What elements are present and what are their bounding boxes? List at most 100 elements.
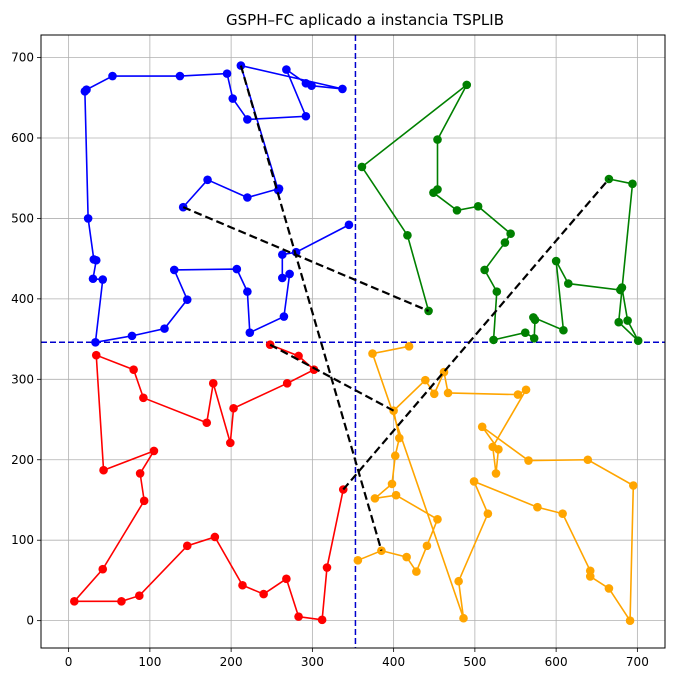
tour-point [135, 591, 144, 601]
tour-point [395, 433, 404, 443]
tour-point [489, 335, 498, 345]
tour-point [307, 81, 316, 90]
tour-point [259, 589, 268, 599]
tour-point [629, 481, 638, 490]
tour-point [521, 385, 531, 395]
x-tick-label: 0 [65, 655, 73, 669]
connector-line [182, 206, 429, 312]
tour-point [282, 379, 292, 388]
tour-point [559, 325, 568, 335]
tour-point [529, 333, 539, 343]
tour-line [72, 343, 345, 621]
tour-point [229, 403, 238, 413]
tour-point [391, 490, 401, 500]
tour-point [357, 162, 367, 172]
tour-point [520, 328, 530, 337]
tour-point [243, 115, 252, 124]
tour-point [524, 456, 533, 465]
y-tick-label: 0 [26, 614, 34, 628]
tour-point [625, 616, 635, 625]
tour-point [89, 255, 99, 264]
tour-point [108, 71, 117, 81]
tour-point [175, 71, 185, 81]
x-tick-label: 700 [626, 655, 649, 669]
tour-point [585, 566, 595, 576]
tour-point [353, 556, 363, 565]
x-tick-label: 100 [138, 655, 161, 669]
tour-point [91, 350, 101, 360]
tour-point [238, 580, 247, 590]
tour-series [70, 61, 643, 625]
y-tick-label: 700 [11, 51, 34, 65]
tour-point [317, 615, 327, 625]
tour-series-4 [353, 342, 638, 625]
connector-line [342, 178, 610, 491]
tour-point [370, 494, 380, 503]
tour-point [469, 477, 479, 486]
tour-point [424, 306, 433, 316]
tour-point [279, 312, 289, 321]
tour-point [98, 275, 108, 284]
x-tick-label: 300 [301, 655, 324, 669]
tour-point [483, 509, 493, 518]
plot-frame [40, 34, 666, 649]
tour-point [551, 256, 561, 266]
y-tick-label: 200 [11, 453, 34, 467]
tour-point [390, 451, 400, 461]
cluster-connectors [182, 65, 610, 551]
y-tick-label: 600 [11, 131, 34, 145]
tour-point [99, 465, 108, 475]
tour-point [403, 231, 412, 240]
chart-title: GSPH–FC aplicado a instancia TSPLIB [226, 11, 504, 29]
tour-point [506, 229, 515, 239]
tour-point [564, 279, 573, 288]
tour-point [633, 336, 643, 345]
tour-point [139, 496, 149, 506]
tour-point [614, 317, 623, 327]
tour-point [70, 597, 79, 606]
quadrant-dividers [41, 35, 665, 648]
y-tick-label: 500 [11, 211, 34, 225]
tour-point [473, 202, 483, 211]
tour-point [91, 338, 100, 347]
tour-point [500, 238, 510, 247]
tour-point [387, 479, 397, 489]
axis-ticks: 0 100 200 300 400 500 600 700 0 100 200 300 400 500 60… [11, 51, 649, 669]
tour-point [309, 365, 319, 374]
tour-point [135, 469, 145, 478]
tour-point [480, 265, 489, 275]
tour-point [282, 65, 291, 74]
tour-point [421, 375, 430, 385]
tour-point [494, 444, 503, 454]
tour-point [127, 331, 137, 341]
connector-line [239, 65, 383, 551]
tour-point [623, 316, 632, 325]
tour-point [529, 313, 538, 322]
tour-point [169, 265, 179, 275]
tour-point [558, 509, 567, 518]
tour-point [533, 502, 542, 512]
tour-point [98, 564, 108, 574]
y-tick-label: 300 [11, 372, 34, 386]
tour-point [243, 287, 252, 296]
tour-point [208, 379, 218, 388]
tour-point [278, 273, 287, 283]
tour-point [422, 541, 432, 551]
tour-point [368, 349, 377, 358]
tour-point [82, 85, 91, 95]
x-tick-label: 200 [220, 655, 243, 669]
tour-point [182, 295, 192, 304]
tour-point [454, 576, 463, 586]
tour-point [202, 418, 212, 428]
tour-point [203, 175, 212, 185]
tour-point [433, 514, 442, 524]
tour-point [492, 287, 502, 296]
tour-point [429, 389, 439, 399]
tour-point [583, 455, 593, 465]
tour-point [402, 552, 411, 562]
y-tick-label: 100 [11, 533, 34, 547]
tour-point [139, 393, 148, 403]
x-tick-label: 600 [545, 655, 568, 669]
